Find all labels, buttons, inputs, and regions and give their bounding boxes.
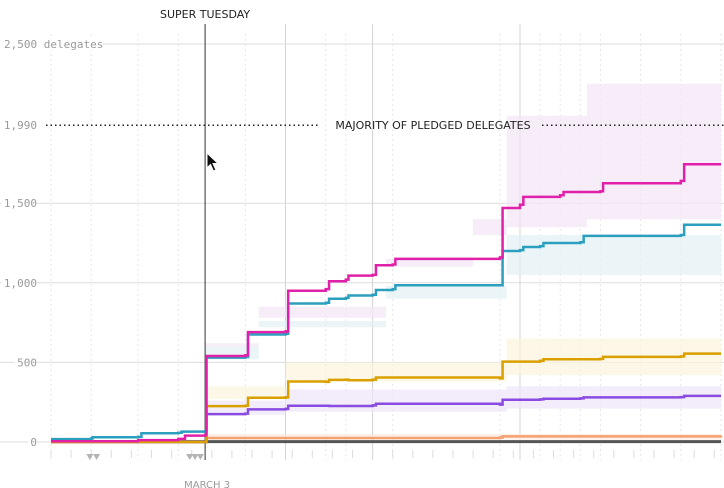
series-line — [51, 162, 721, 443]
majority-label: MAJORITY OF PLEDGED DELEGATES — [335, 119, 530, 132]
x-tick-label: MARCH 3 — [184, 480, 230, 488]
tick-label-bg — [14, 355, 37, 369]
series-line — [51, 223, 721, 441]
series-lines — [51, 162, 723, 444]
tick-label-bg — [0, 37, 103, 50]
projection-bands — [205, 56, 722, 441]
tick-label-bg — [1, 275, 37, 289]
triangle-down-icon — [191, 454, 199, 460]
annotations: SUPER TUESDAY MAJORITY OF PLEDGED DELEGAT… — [46, 8, 724, 460]
y-tick-label: 0 — [30, 436, 37, 449]
projection-band — [205, 203, 722, 374]
tick-labels: 2,500 delegates 1,990 1,500 1,000 500 0 MARCH … — [0, 37, 230, 488]
y-tick-label: 500 — [17, 356, 37, 369]
y-tick-label: 1,990 — [4, 119, 37, 132]
super-tuesday-label: SUPER TUESDAY — [160, 8, 250, 21]
tick-label-bg — [1, 196, 37, 210]
y-tick-label: 1,000 — [4, 277, 37, 290]
mouse-pointer-icon — [206, 152, 220, 172]
projection-band — [205, 56, 722, 371]
y-tick-label: 2,500 delegates — [4, 38, 103, 51]
projection-band — [205, 327, 722, 423]
series-line — [51, 394, 721, 444]
triangle-down-icon — [196, 454, 204, 460]
y-tick-label: 1,500 — [4, 197, 37, 210]
tick-label-bg — [28, 435, 37, 448]
triangle-down-icon — [186, 454, 194, 460]
tick-label-bg — [1, 118, 37, 132]
triangle-down-icon — [93, 454, 101, 460]
triangle-down-icon — [86, 454, 94, 460]
series-line — [51, 352, 721, 444]
